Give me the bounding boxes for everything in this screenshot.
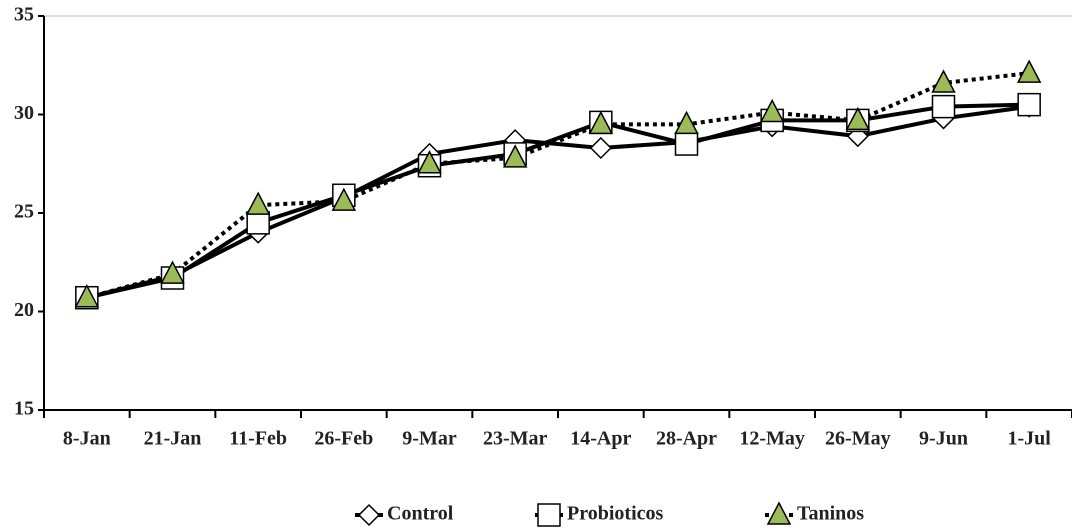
triangle-marker xyxy=(766,501,792,525)
triangle-marker xyxy=(845,106,871,131)
y-tick-label: 30 xyxy=(14,102,34,124)
square-marker xyxy=(246,211,270,235)
triangle-marker xyxy=(417,150,442,174)
x-tick-label: 9-Jun xyxy=(919,428,968,450)
square-marker xyxy=(674,132,699,156)
triangle-marker xyxy=(1016,59,1042,83)
triangle-marker xyxy=(759,98,785,123)
triangle-marker xyxy=(674,110,699,135)
x-tick-label: 8-Jan xyxy=(63,428,111,450)
legend-label: Probioticos xyxy=(567,503,664,525)
diamond-marker xyxy=(589,136,612,160)
series-line xyxy=(86,102,1030,300)
y-tick-label: 35 xyxy=(14,4,34,26)
x-tick-label: 12-May xyxy=(739,428,805,450)
triangle-marker xyxy=(74,284,100,308)
legend-label: Control xyxy=(387,503,454,525)
legend-label: Taninos xyxy=(797,503,864,525)
series-line xyxy=(86,104,1030,300)
triangle-marker xyxy=(931,69,956,93)
square-marker xyxy=(537,503,561,527)
y-tick-label: 25 xyxy=(14,201,34,223)
legend: Control Probioticos Taninos xyxy=(355,501,864,527)
x-tick-label: 26-May xyxy=(825,428,891,450)
x-tick-label: 9-Mar xyxy=(402,428,457,450)
triangle-marker xyxy=(331,187,357,211)
square-marker xyxy=(1017,92,1041,117)
y-tick-label: 20 xyxy=(14,299,34,321)
x-tick-label: 23-Mar xyxy=(483,428,548,450)
triangle-marker xyxy=(502,144,528,168)
y-tick-label: 15 xyxy=(14,398,34,420)
x-tick-label: 1-Jul xyxy=(1007,428,1051,450)
diamond-marker xyxy=(357,503,381,527)
x-tick-label: 21-Jan xyxy=(144,428,202,450)
triangle-marker xyxy=(588,110,614,135)
x-tick-label: 11-Feb xyxy=(229,428,287,450)
series-line xyxy=(86,71,1030,300)
x-tick-label: 14-Apr xyxy=(570,428,631,450)
square-marker xyxy=(931,94,956,119)
triangle-marker xyxy=(160,260,185,284)
x-tick-label: 26-Feb xyxy=(314,428,373,450)
triangle-marker xyxy=(245,191,271,215)
x-tick-label: 28-Apr xyxy=(656,428,717,450)
